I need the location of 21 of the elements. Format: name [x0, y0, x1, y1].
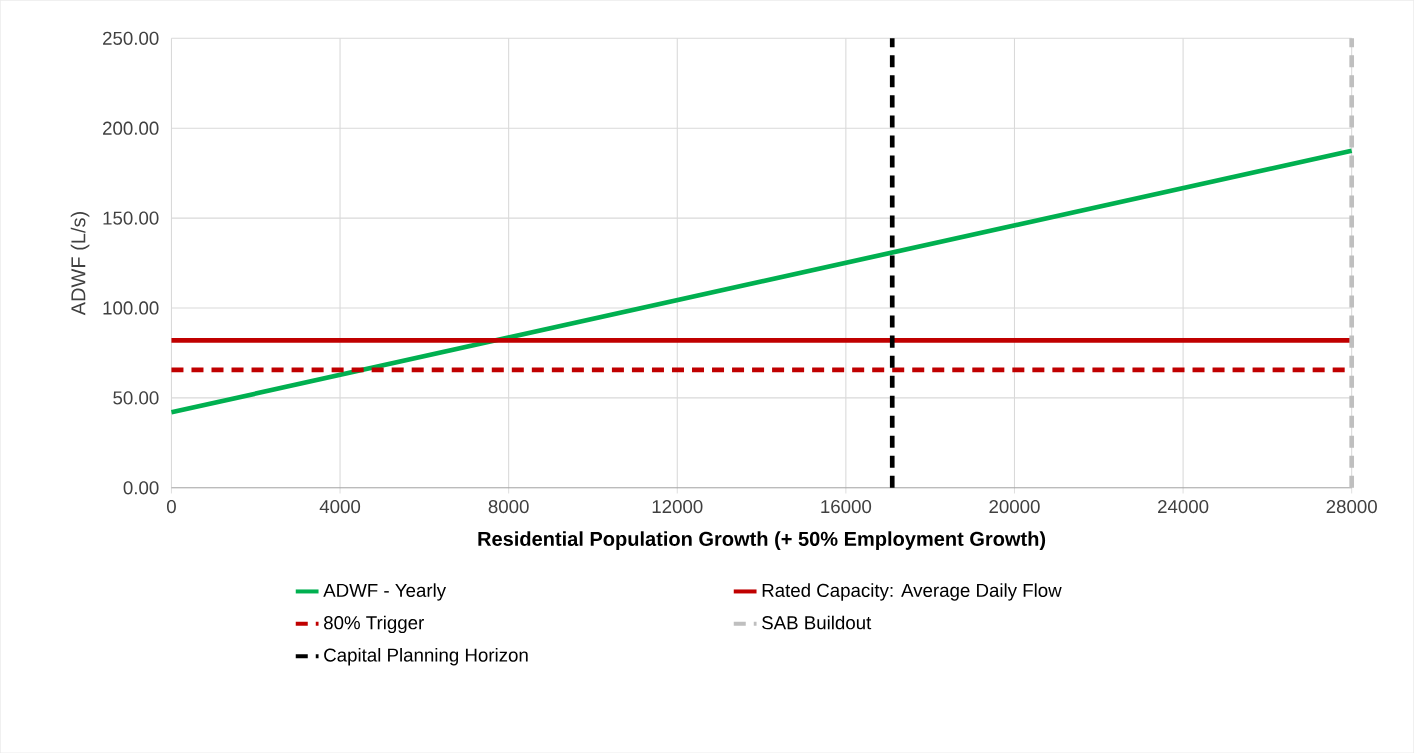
- y-tick-label: 150.00: [103, 211, 159, 225]
- y-axis-title: ADWF (L/s): [70, 211, 90, 316]
- y-tick-label: 200.00: [103, 121, 159, 135]
- x-tick-label: 28000: [1326, 499, 1377, 514]
- x-tick-label: 8000: [488, 499, 529, 514]
- legend-label: SAB Buildout: [762, 615, 872, 630]
- legend-label: ADWF - Yearly: [323, 583, 447, 601]
- legend-label: Rated Capacity: Average Daily Flow: [762, 583, 1062, 601]
- x-tick-label: 12000: [652, 499, 703, 514]
- legend-label: 80% Trigger: [324, 615, 424, 633]
- x-tick-label: 20000: [989, 499, 1040, 514]
- legend-label: Capital Planning Horizon: [324, 647, 528, 666]
- x-axis-title: Residential Population Growth (+ 50% Employment Growth): [478, 531, 1046, 550]
- x-tick-label: 4000: [319, 499, 361, 514]
- y-tick-label: 0.00: [123, 480, 159, 495]
- y-tick-label: 250.00: [103, 31, 159, 45]
- y-tick-label: 50.00: [113, 391, 159, 405]
- x-tick-label: 24000: [1158, 499, 1209, 514]
- x-tick-label: 0: [166, 499, 176, 514]
- y-tick-label: 100.00: [103, 301, 159, 315]
- x-tick-label: 16000: [821, 499, 872, 514]
